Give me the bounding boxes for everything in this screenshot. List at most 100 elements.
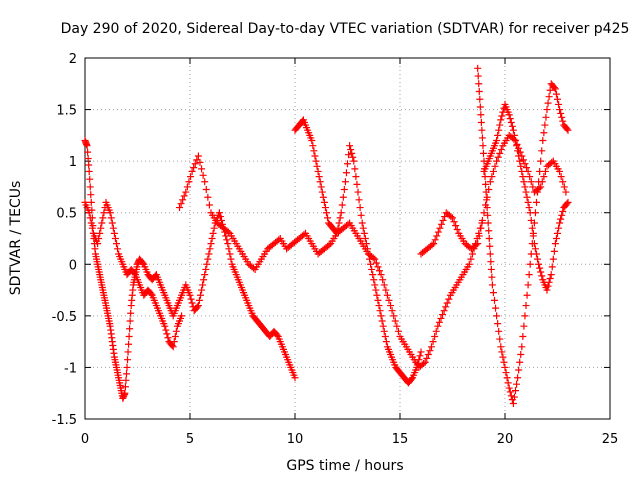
data-point <box>476 103 484 111</box>
data-point <box>379 276 387 284</box>
series-trace-a <box>81 137 299 402</box>
data-point <box>506 115 514 123</box>
data-point <box>183 183 191 191</box>
data-point <box>97 224 105 232</box>
data-point <box>344 220 352 228</box>
data-point <box>527 216 535 224</box>
y-axis-label: SDTVAR / TECUs <box>8 181 24 296</box>
data-point <box>321 204 329 212</box>
data-point <box>564 126 572 134</box>
data-point <box>534 255 542 263</box>
data-point <box>275 236 283 244</box>
data-point <box>94 240 102 248</box>
series-trace-d <box>291 116 425 387</box>
data-point <box>355 196 363 204</box>
data-point <box>559 207 567 215</box>
data-point <box>186 291 194 299</box>
data-point <box>522 188 530 196</box>
data-point <box>538 178 546 186</box>
data-point <box>291 374 299 382</box>
data-point <box>196 158 204 166</box>
data-point <box>537 183 545 191</box>
data-point <box>187 173 195 181</box>
data-point <box>541 167 549 175</box>
data-point <box>182 188 190 196</box>
data-point <box>529 183 537 191</box>
data-point <box>315 173 323 181</box>
x-axis-ticks: 0 5 10 15 20 25 <box>81 58 618 447</box>
data-point <box>515 366 523 374</box>
data-point <box>195 296 203 304</box>
data-point <box>96 229 104 237</box>
data-point <box>447 213 455 221</box>
data-point <box>478 126 486 134</box>
data-point <box>344 160 351 168</box>
data-point <box>378 317 386 325</box>
data-point <box>354 188 362 196</box>
y-tick-label: -1.5 <box>52 413 77 428</box>
data-point <box>313 162 321 170</box>
series-trace-e <box>474 64 572 408</box>
data-point <box>353 180 361 188</box>
data-point <box>559 117 567 125</box>
data-point <box>544 282 552 290</box>
data-point <box>486 242 494 250</box>
data-point <box>487 265 495 273</box>
data-point <box>516 358 524 366</box>
data-point <box>521 312 529 320</box>
data-point <box>491 296 498 304</box>
data-point <box>199 171 207 179</box>
data-point <box>536 264 544 272</box>
data-point <box>558 211 566 219</box>
y-axis-ticks: -1.5 -1 -0.5 0 0.5 1 1.5 2 <box>52 52 610 428</box>
data-point <box>125 340 133 348</box>
data-point <box>171 332 179 340</box>
data-point <box>161 322 169 330</box>
data-point <box>202 186 210 194</box>
data-point <box>361 235 369 242</box>
data-point <box>124 356 132 364</box>
data-point <box>521 160 529 168</box>
data-point <box>382 286 390 294</box>
data-point <box>467 255 475 263</box>
data-point <box>513 380 521 388</box>
data-point <box>465 260 473 268</box>
data-point <box>524 281 532 289</box>
data-point <box>433 232 441 240</box>
data-point <box>377 271 385 279</box>
data-point <box>350 157 358 165</box>
data-point <box>110 229 118 237</box>
data-point <box>309 142 317 150</box>
data-point <box>535 260 543 268</box>
data-point <box>485 227 493 235</box>
data-point <box>383 291 391 299</box>
grid-lines <box>85 58 610 419</box>
data-point <box>178 312 186 320</box>
data-point <box>349 153 357 161</box>
data-point <box>114 245 122 253</box>
data-point <box>374 296 382 304</box>
data-point <box>85 161 93 169</box>
data-point <box>204 255 212 263</box>
data-point <box>123 363 131 371</box>
data-point <box>339 193 347 201</box>
data-point <box>476 95 484 103</box>
data-point <box>121 389 129 397</box>
data-point <box>530 240 538 248</box>
data-point <box>210 224 218 232</box>
data-point <box>533 250 540 258</box>
data-point <box>380 327 388 335</box>
data-point <box>563 125 571 133</box>
data-point <box>485 235 493 242</box>
data-point <box>87 219 95 227</box>
data-point <box>526 260 534 268</box>
data-point <box>336 214 344 222</box>
data-point <box>429 338 437 346</box>
data-point <box>510 135 518 143</box>
data-point <box>391 317 399 325</box>
data-point <box>527 178 535 186</box>
data-point <box>497 146 505 154</box>
data-point <box>494 153 502 161</box>
data-point <box>535 184 543 192</box>
data-point <box>477 224 485 232</box>
